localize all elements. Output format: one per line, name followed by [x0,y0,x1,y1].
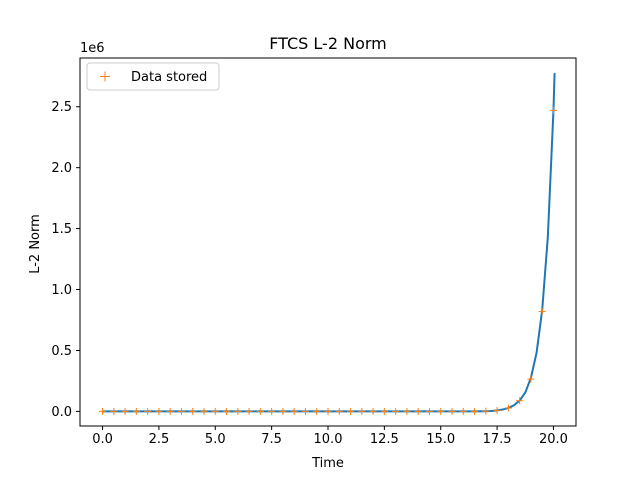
y-tick-label: 0.0 [51,405,72,420]
data-point-marker [121,407,129,415]
data-point-marker [347,407,355,415]
x-tick-label: 15.0 [426,432,455,447]
legend: Data stored [86,62,220,91]
data-point-marker [110,407,118,415]
data-point-marker [211,407,219,415]
x-tick-label: 5.0 [205,432,226,447]
data-point-marker [538,307,546,315]
data-point-marker [335,407,343,415]
data-point-marker [380,407,388,415]
legend-marker-data-stored [100,71,110,82]
data-point-marker [223,407,231,415]
data-point-marker [290,407,298,415]
data-point-marker [493,406,501,414]
data-point-marker [245,407,253,415]
x-tick-label: 0.0 [92,432,113,447]
x-tick-label: 17.5 [483,432,512,447]
y-axis-offset-label: 1e6 [80,41,105,56]
x-tick-label: 20.0 [539,432,568,447]
data-point-marker [144,407,152,415]
data-point-marker [527,375,535,383]
data-point-marker [549,106,557,114]
data-point-marker [369,407,377,415]
data-point-marker [189,407,197,415]
data-point-marker [403,407,411,415]
data-point-marker [437,407,445,415]
data-point-marker [324,407,332,415]
y-tick-label: 2.5 [51,100,72,115]
data-point-marker [279,407,287,415]
data-point-marker [482,407,490,415]
data-point-marker [132,407,140,415]
y-axis-label: L-2 Norm [28,214,43,274]
data-point-marker [99,407,107,415]
y-tick-label: 1.5 [51,222,72,237]
y-tick-label: 2.0 [51,161,72,176]
data-point-marker [301,407,309,415]
data-point-marker [448,407,456,415]
data-point-marker [313,407,321,415]
data-point-marker [234,407,242,415]
x-tick-label: 7.5 [261,432,282,447]
legend-label-data-stored: Data stored [131,70,207,85]
x-axis-label: Time [311,456,344,471]
y-tick-label: 0.5 [51,344,72,359]
data-point-marker [166,407,174,415]
legend-frame [86,62,220,91]
data-point-marker [459,407,467,415]
data-point-marker [392,407,400,415]
x-tick-label: 10.0 [314,432,343,447]
data-point-marker [155,407,163,415]
data-point-marker [200,407,208,415]
data-point-marker [414,407,422,415]
data-point-marker [177,407,185,415]
x-tick-label: 12.5 [370,432,399,447]
data-point-marker [268,407,276,415]
y-tick-label: 1.0 [51,283,72,298]
plot-area: 0.0 2.5 5.0 7.5 10.0 12.5 15.0 17.5 20.0 0.0 0.5 1.… [51,57,577,447]
x-tick-label: 2.5 [149,432,170,447]
data-point-marker [516,397,524,405]
data-point-marker [504,404,512,412]
chart-title: FTCS L-2 Norm [269,34,386,53]
data-point-marker [256,407,264,415]
data-point-marker [425,407,433,415]
data-point-marker [358,407,366,415]
data-point-marker [471,407,479,415]
